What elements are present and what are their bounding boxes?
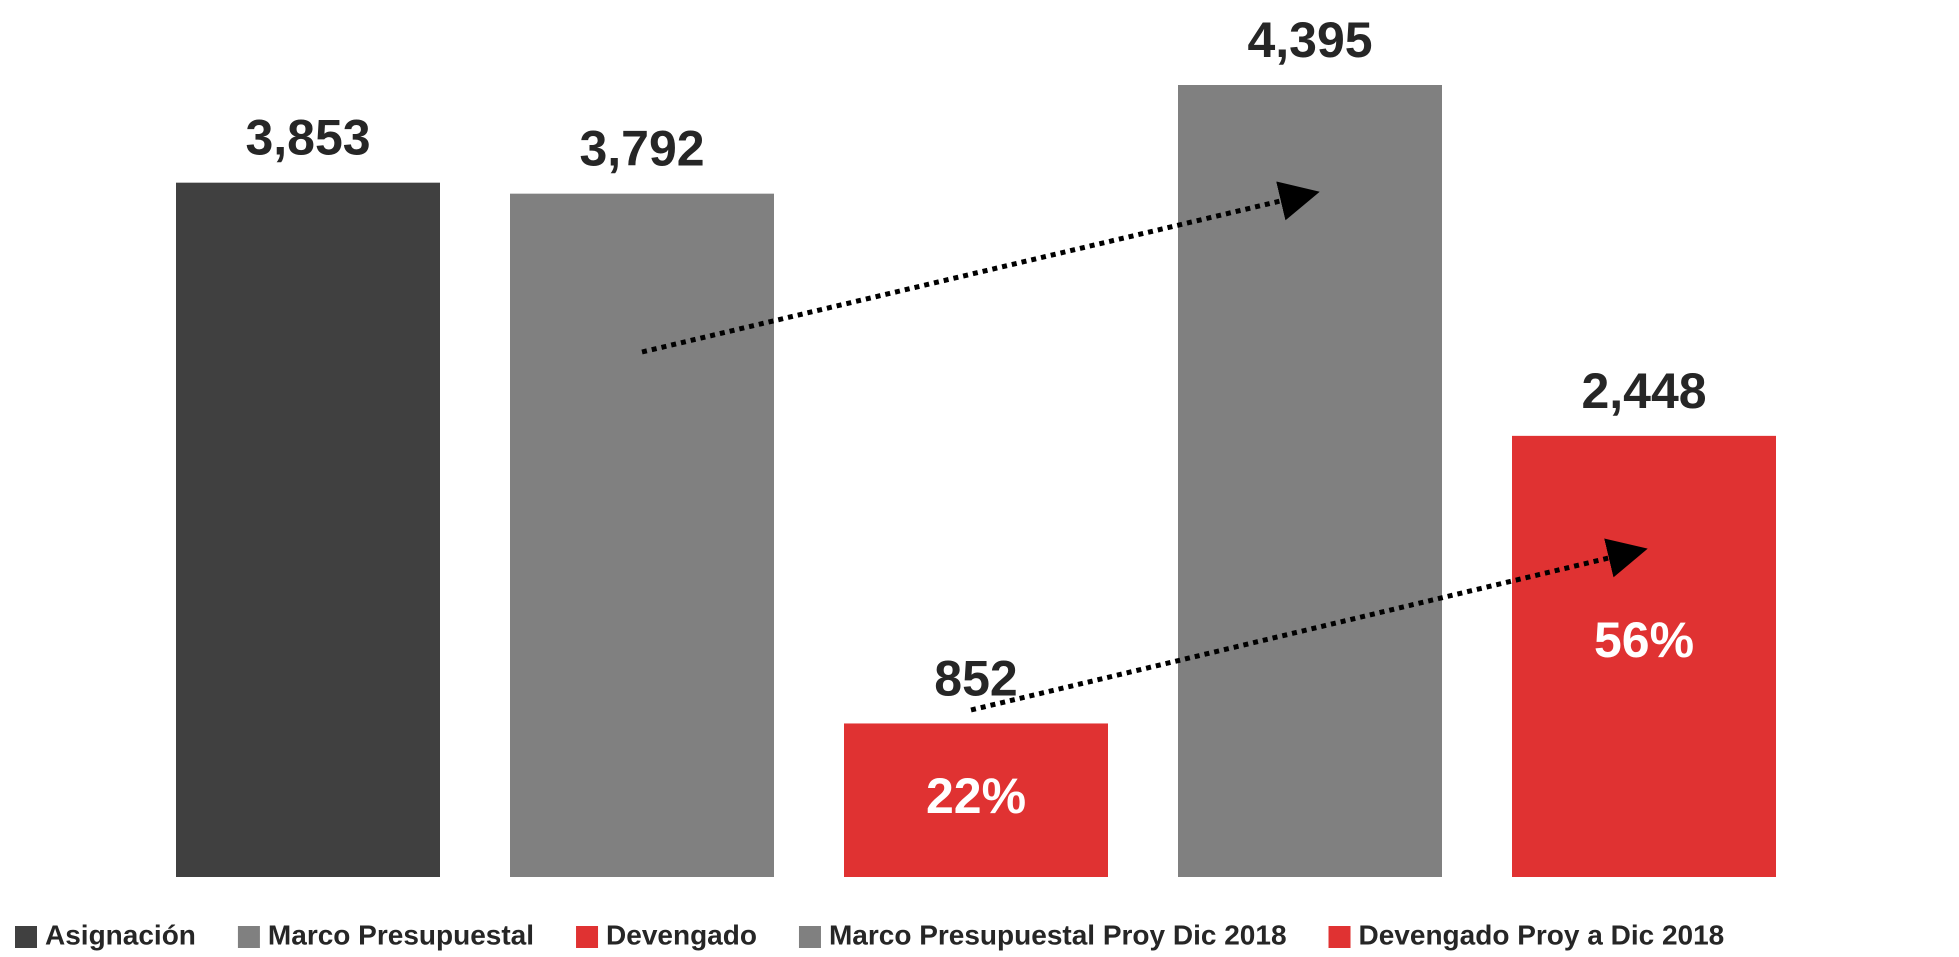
bar <box>176 182 440 877</box>
legend-label: Devengado <box>606 919 757 950</box>
legend-label: Devengado Proy a Dic 2018 <box>1359 919 1725 950</box>
bar <box>1178 85 1442 877</box>
annotation: 56% <box>1594 612 1694 668</box>
bar <box>1512 435 1776 877</box>
legend-swatch <box>576 926 599 948</box>
bar <box>844 723 1108 877</box>
value-label: 852 <box>934 650 1017 706</box>
legend-label: Asignación <box>45 919 196 950</box>
legend-label: Marco Presupuestal Proy Dic 2018 <box>829 919 1287 950</box>
legend-swatch <box>798 926 821 948</box>
legend-swatch <box>1328 926 1351 948</box>
bar <box>510 193 774 878</box>
annotation: 22% <box>926 768 1026 824</box>
legend: Asignación Marco Presupuestal Devengado Mar… <box>15 919 1724 950</box>
legend-swatch <box>15 926 37 948</box>
value-label: 3,853 <box>245 110 370 166</box>
legend-swatch <box>237 926 260 948</box>
legend-label: Marco Presupuestal <box>268 919 534 950</box>
value-label: 2,448 <box>1581 363 1706 419</box>
trend-arrow <box>970 538 1648 713</box>
labels: 3,853 3,792 852 4,395 2,448 22% 56% <box>245 12 1706 824</box>
trend-arrow <box>641 181 1320 355</box>
bars <box>176 85 1776 878</box>
value-label: 4,395 <box>1247 12 1372 68</box>
value-label: 3,792 <box>579 121 704 177</box>
